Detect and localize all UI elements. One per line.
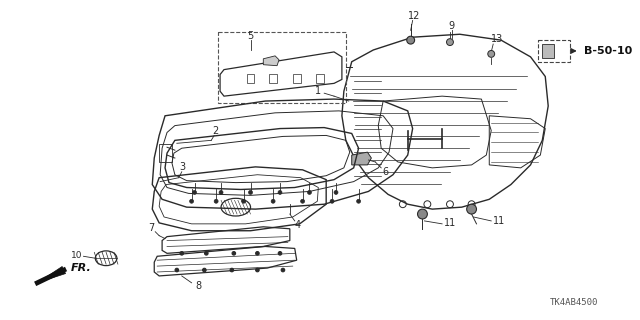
- Text: 11: 11: [444, 218, 456, 228]
- Text: 1: 1: [316, 86, 321, 96]
- Circle shape: [488, 51, 495, 57]
- Polygon shape: [37, 267, 65, 283]
- Text: FR.: FR.: [71, 263, 92, 273]
- Text: 6: 6: [382, 167, 388, 177]
- Text: 7: 7: [148, 223, 154, 233]
- Text: 13: 13: [491, 34, 503, 44]
- Text: TK4AB4500: TK4AB4500: [550, 298, 598, 308]
- Circle shape: [356, 199, 360, 203]
- Circle shape: [214, 199, 218, 203]
- Circle shape: [447, 39, 453, 45]
- Circle shape: [242, 199, 246, 203]
- Circle shape: [255, 252, 259, 255]
- Text: 12: 12: [408, 11, 420, 20]
- Circle shape: [232, 252, 236, 255]
- Circle shape: [219, 190, 223, 194]
- Text: B-50-10: B-50-10: [584, 46, 632, 56]
- Circle shape: [417, 209, 428, 219]
- Circle shape: [175, 268, 179, 272]
- Circle shape: [301, 199, 305, 203]
- Text: 11: 11: [493, 216, 505, 226]
- Circle shape: [180, 252, 184, 255]
- Circle shape: [248, 190, 253, 194]
- Circle shape: [271, 199, 275, 203]
- Circle shape: [334, 190, 338, 194]
- Text: 2: 2: [212, 125, 218, 136]
- Text: 3: 3: [180, 162, 186, 172]
- Bar: [218, 32, 346, 103]
- Circle shape: [281, 268, 285, 272]
- Bar: [542, 44, 554, 58]
- Circle shape: [407, 36, 415, 44]
- Circle shape: [189, 199, 193, 203]
- Circle shape: [278, 252, 282, 255]
- Text: 4: 4: [294, 220, 301, 230]
- Circle shape: [278, 190, 282, 194]
- Circle shape: [330, 199, 334, 203]
- Circle shape: [255, 268, 259, 272]
- Circle shape: [203, 268, 206, 272]
- Polygon shape: [263, 56, 279, 66]
- Text: 10: 10: [71, 251, 83, 260]
- Circle shape: [467, 204, 477, 214]
- Circle shape: [193, 190, 196, 194]
- Circle shape: [205, 252, 208, 255]
- Text: 8: 8: [195, 281, 202, 291]
- Circle shape: [230, 268, 234, 272]
- Polygon shape: [352, 152, 371, 165]
- Text: 5: 5: [248, 31, 253, 41]
- Circle shape: [307, 190, 312, 194]
- Text: 9: 9: [449, 21, 455, 31]
